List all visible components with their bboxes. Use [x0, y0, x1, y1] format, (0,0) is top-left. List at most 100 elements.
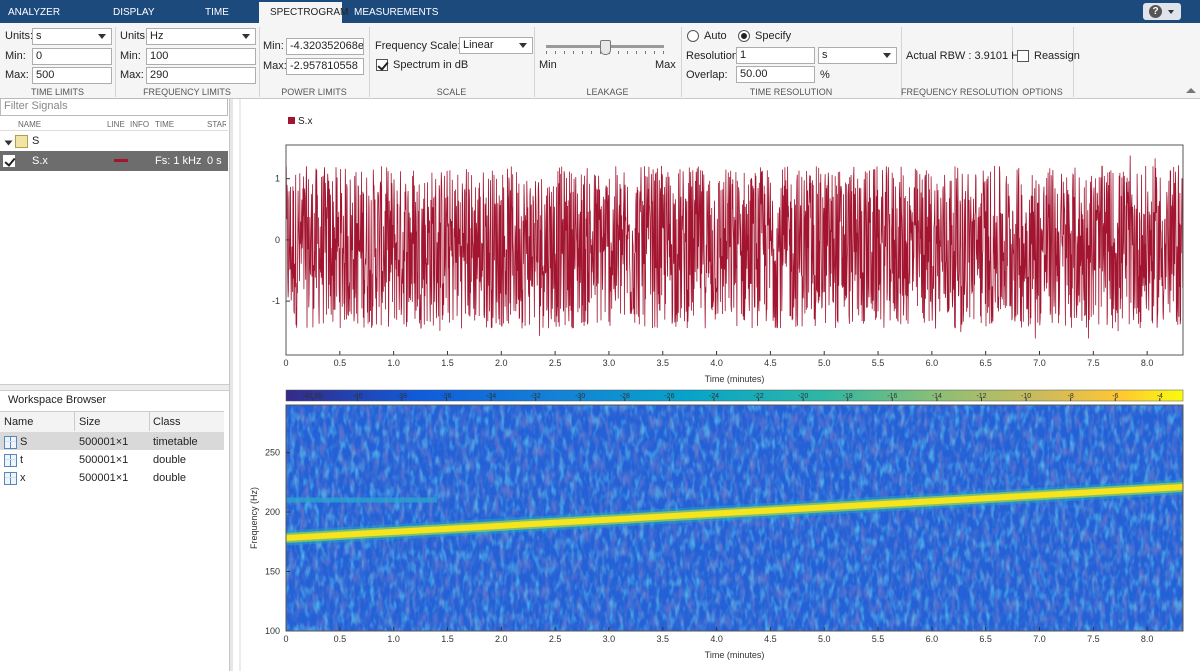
section-title: FREQUENCY LIMITS: [143, 87, 231, 97]
checkbox[interactable]: [3, 155, 15, 167]
label: Actual RBW : 3.9101 Hz: [906, 50, 1025, 62]
active-tab: [259, 2, 342, 23]
label: Max: [655, 59, 676, 71]
input[interactable]: 500: [32, 67, 112, 84]
cell: double: [153, 472, 187, 484]
label: Units:: [120, 30, 149, 42]
x-axis-label: Time (minutes): [705, 650, 765, 660]
checkbox[interactable]: [376, 59, 388, 71]
x-tick-label: 2.5: [549, 634, 562, 644]
variable-icon: [4, 436, 17, 449]
label: %: [820, 69, 830, 81]
colorbar-tick-label: -14: [932, 393, 942, 400]
colorbar-tick-label: -10: [1021, 393, 1031, 400]
column-header: Name: [4, 416, 34, 428]
input[interactable]: 100: [146, 48, 256, 65]
colorbar-tick-label: -36: [441, 393, 451, 400]
signal-time: 0 s: [207, 155, 222, 167]
label: Resolution:: [686, 50, 742, 62]
filter-input[interactable]: Filter Signals: [0, 98, 228, 116]
section-title: SCALE: [436, 87, 467, 97]
label: Min:: [120, 50, 141, 62]
radio[interactable]: [687, 30, 699, 42]
colorbar-tick-label: -40: [352, 393, 362, 400]
tab[interactable]: TIME: [205, 7, 229, 18]
group-name: S: [32, 135, 40, 147]
x-tick-label: 2.5: [549, 358, 562, 368]
colorbar-tick-label: -6: [1112, 393, 1118, 400]
x-tick-label: 0: [283, 358, 288, 368]
column-header: Size: [79, 416, 101, 428]
y-tick-label: 250: [265, 448, 280, 458]
label: Min: [539, 59, 557, 71]
signal-row[interactable]: S.x Fs: 1 kHz 0 s: [0, 151, 228, 171]
variable-icon: [4, 454, 17, 467]
x-tick-label: 5.5: [872, 634, 885, 644]
help-arrow: [1168, 10, 1174, 14]
cell: double: [153, 454, 187, 466]
x-tick-label: 5.5: [872, 358, 885, 368]
input[interactable]: -4.320352068e+1: [286, 38, 364, 55]
x-tick-label: 0: [283, 634, 288, 644]
colorbar-tick-label: -12: [976, 393, 986, 400]
separator: [681, 27, 682, 97]
input[interactable]: 290: [146, 67, 256, 84]
x-tick-label: 8.0: [1141, 634, 1154, 644]
workspace-title: Workspace Browser: [8, 394, 107, 406]
input[interactable]: 1: [736, 47, 815, 64]
tab[interactable]: DISPLAY: [113, 7, 155, 18]
label: Min:: [263, 40, 284, 52]
radio[interactable]: [738, 30, 750, 42]
x-tick-label: 4.0: [710, 358, 723, 368]
y-tick-label: 200: [265, 507, 280, 517]
separator: [1012, 27, 1013, 97]
colorbar-tick-label: -8: [1068, 393, 1074, 400]
label: Min:: [5, 50, 26, 62]
input[interactable]: 0: [32, 48, 112, 65]
splitter[interactable]: [0, 384, 229, 391]
x-tick-label: 6.0: [926, 634, 939, 644]
colorbar-tick-label: -18: [843, 393, 853, 400]
line-swatch: [114, 159, 128, 162]
x-tick-label: 5.0: [818, 634, 831, 644]
colorbar-tick-label: -26: [664, 393, 674, 400]
y-tick-label: 100: [265, 626, 280, 636]
section-title: TIME RESOLUTION: [749, 87, 833, 97]
selected-row[interactable]: [0, 432, 224, 450]
column-header: Class: [153, 416, 181, 428]
y-tick-label: 0: [275, 235, 280, 245]
dropdown[interactable]: s: [32, 28, 112, 45]
help-icon: ?: [1149, 5, 1162, 18]
x-tick-label: 6.5: [979, 358, 992, 368]
label: Spectrum in dB: [393, 59, 469, 71]
x-tick-label: 1.0: [387, 358, 400, 368]
legend-swatch: [288, 117, 295, 124]
x-tick-label: 4.0: [710, 634, 723, 644]
input[interactable]: -2.957810558: [286, 58, 364, 75]
cell: 500001×1: [79, 472, 129, 484]
colorbar-tick-label: -38: [397, 393, 407, 400]
label: Specify: [755, 30, 792, 42]
collapse-arrow[interactable]: [1186, 88, 1196, 93]
dropdown[interactable]: s: [818, 47, 897, 64]
colorbar-tick-label: -28: [620, 393, 630, 400]
x-tick-label: 4.5: [764, 634, 777, 644]
y-tick-label: -1: [272, 296, 280, 306]
slider-thumb[interactable]: [600, 40, 611, 55]
checkbox[interactable]: [1017, 50, 1029, 62]
x-tick-label: 0.5: [334, 358, 347, 368]
table-header: [0, 117, 228, 131]
x-tick-label: 1.5: [441, 358, 454, 368]
tab[interactable]: SPECTROGRAM: [270, 7, 349, 18]
dropdown[interactable]: Linear: [459, 37, 533, 54]
tab[interactable]: ANALYZER: [8, 7, 61, 18]
input[interactable]: 50.00: [736, 66, 815, 83]
dropdown[interactable]: Hz: [146, 28, 256, 45]
label: Max:: [120, 69, 144, 81]
help-button[interactable]: ?: [1143, 3, 1181, 20]
tab[interactable]: MEASUREMENTS: [354, 7, 439, 18]
colorbar-tick-label: -30: [575, 393, 585, 400]
section-title: POWER LIMITS: [281, 87, 347, 97]
